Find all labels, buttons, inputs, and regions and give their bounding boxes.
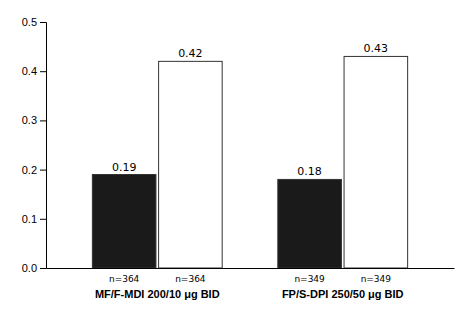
x-axis: MF/F-MDI 200/10 μg BID FP/S-DPI 250/50 μg… <box>47 269 455 300</box>
y-tick-mark <box>40 268 46 269</box>
bar <box>278 179 342 268</box>
group-label: FP/S-DPI 250/50 μg BID <box>282 288 404 300</box>
y-tick-label: 0.0 <box>22 262 37 274</box>
y-tick: 0.5 <box>22 16 46 28</box>
bar <box>92 175 156 268</box>
chart: 0.0 0.1 0.2 0.3 0.4 0.5 MF/F-MDI 200/10 μg BID… <box>0 0 469 330</box>
y-tick-label: 0.4 <box>22 65 37 77</box>
y-axis: 0.0 0.1 0.2 0.3 0.4 0.5 <box>22 16 47 274</box>
y-tick: 0.0 <box>22 262 46 274</box>
y-tick: 0.2 <box>22 164 46 176</box>
bars <box>92 56 407 268</box>
y-tick-label: 0.1 <box>22 213 37 225</box>
y-tick-label: 0.5 <box>22 16 37 28</box>
n-label: n=349 <box>294 274 325 284</box>
y-tick-label: 0.2 <box>22 164 37 176</box>
labels: 0.19 0.18 0.42 0.43 n=364 n=349 n=364 n=349 <box>109 42 391 284</box>
value-label: 0.18 <box>297 165 322 178</box>
y-tick: 0.1 <box>22 213 46 225</box>
group-label: MF/F-MDI 200/10 μg BID <box>95 288 220 300</box>
x-axis-line <box>47 268 455 269</box>
y-tick-mark <box>40 170 46 171</box>
bar <box>344 56 408 268</box>
bar <box>159 61 223 268</box>
value-label: 0.43 <box>364 42 389 55</box>
x-tick: MF/F-MDI 200/10 μg BID <box>95 288 220 300</box>
y-axis-line <box>40 23 47 269</box>
value-label: 0.42 <box>178 47 203 60</box>
y-tick-label: 0.3 <box>22 114 37 126</box>
plot: 0.0 0.1 0.2 0.3 0.4 0.5 MF/F-MDI 200/10 μg BID… <box>22 16 455 300</box>
y-tick-mark <box>40 22 46 23</box>
n-label: n=349 <box>361 274 392 284</box>
y-tick: 0.4 <box>22 65 46 77</box>
n-label: n=364 <box>175 274 206 284</box>
n-label: n=364 <box>109 274 140 284</box>
y-tick-mark <box>40 71 46 72</box>
y-tick-mark <box>40 219 46 220</box>
y-tick-mark <box>40 120 46 121</box>
x-tick: FP/S-DPI 250/50 μg BID <box>282 288 404 300</box>
value-label: 0.19 <box>112 161 137 174</box>
y-tick: 0.3 <box>22 114 46 126</box>
